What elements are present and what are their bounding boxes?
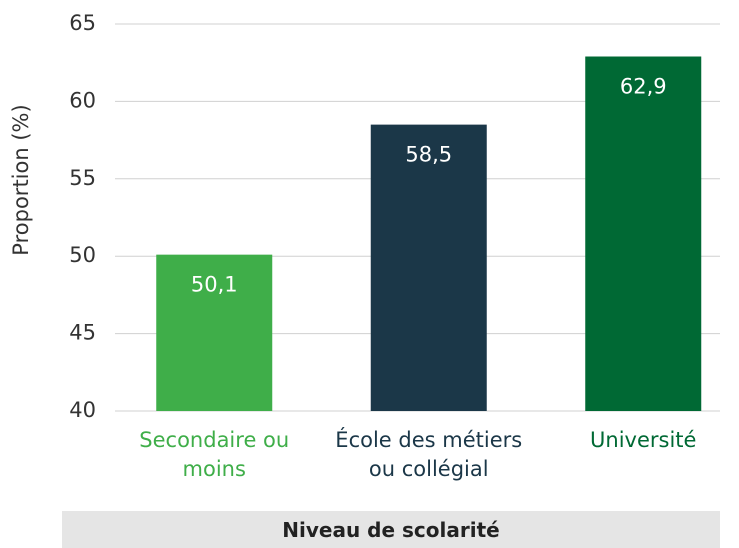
y-tick-label: 55 <box>69 166 96 190</box>
y-tick-label: 45 <box>69 321 96 345</box>
y-axis-label: Proportion (%) <box>9 104 33 255</box>
bar <box>156 254 273 411</box>
value-label: 62,9 <box>620 75 667 99</box>
bar <box>370 124 487 412</box>
y-tick-label: 60 <box>69 88 96 112</box>
x-tick-label: École des métiers ou collégial <box>335 428 523 481</box>
value-label: 50,1 <box>191 273 238 297</box>
y-tick-label: 65 <box>69 11 96 35</box>
y-tick-label: 50 <box>69 243 96 267</box>
x-tick-label: Secondaire ou moins <box>139 428 290 481</box>
x-axis-label: Niveau de scolarité <box>62 511 720 548</box>
x-tick-label: Université <box>590 428 697 452</box>
value-label: 58,5 <box>405 143 452 167</box>
y-tick-label: 40 <box>69 398 96 422</box>
bar <box>585 56 702 412</box>
